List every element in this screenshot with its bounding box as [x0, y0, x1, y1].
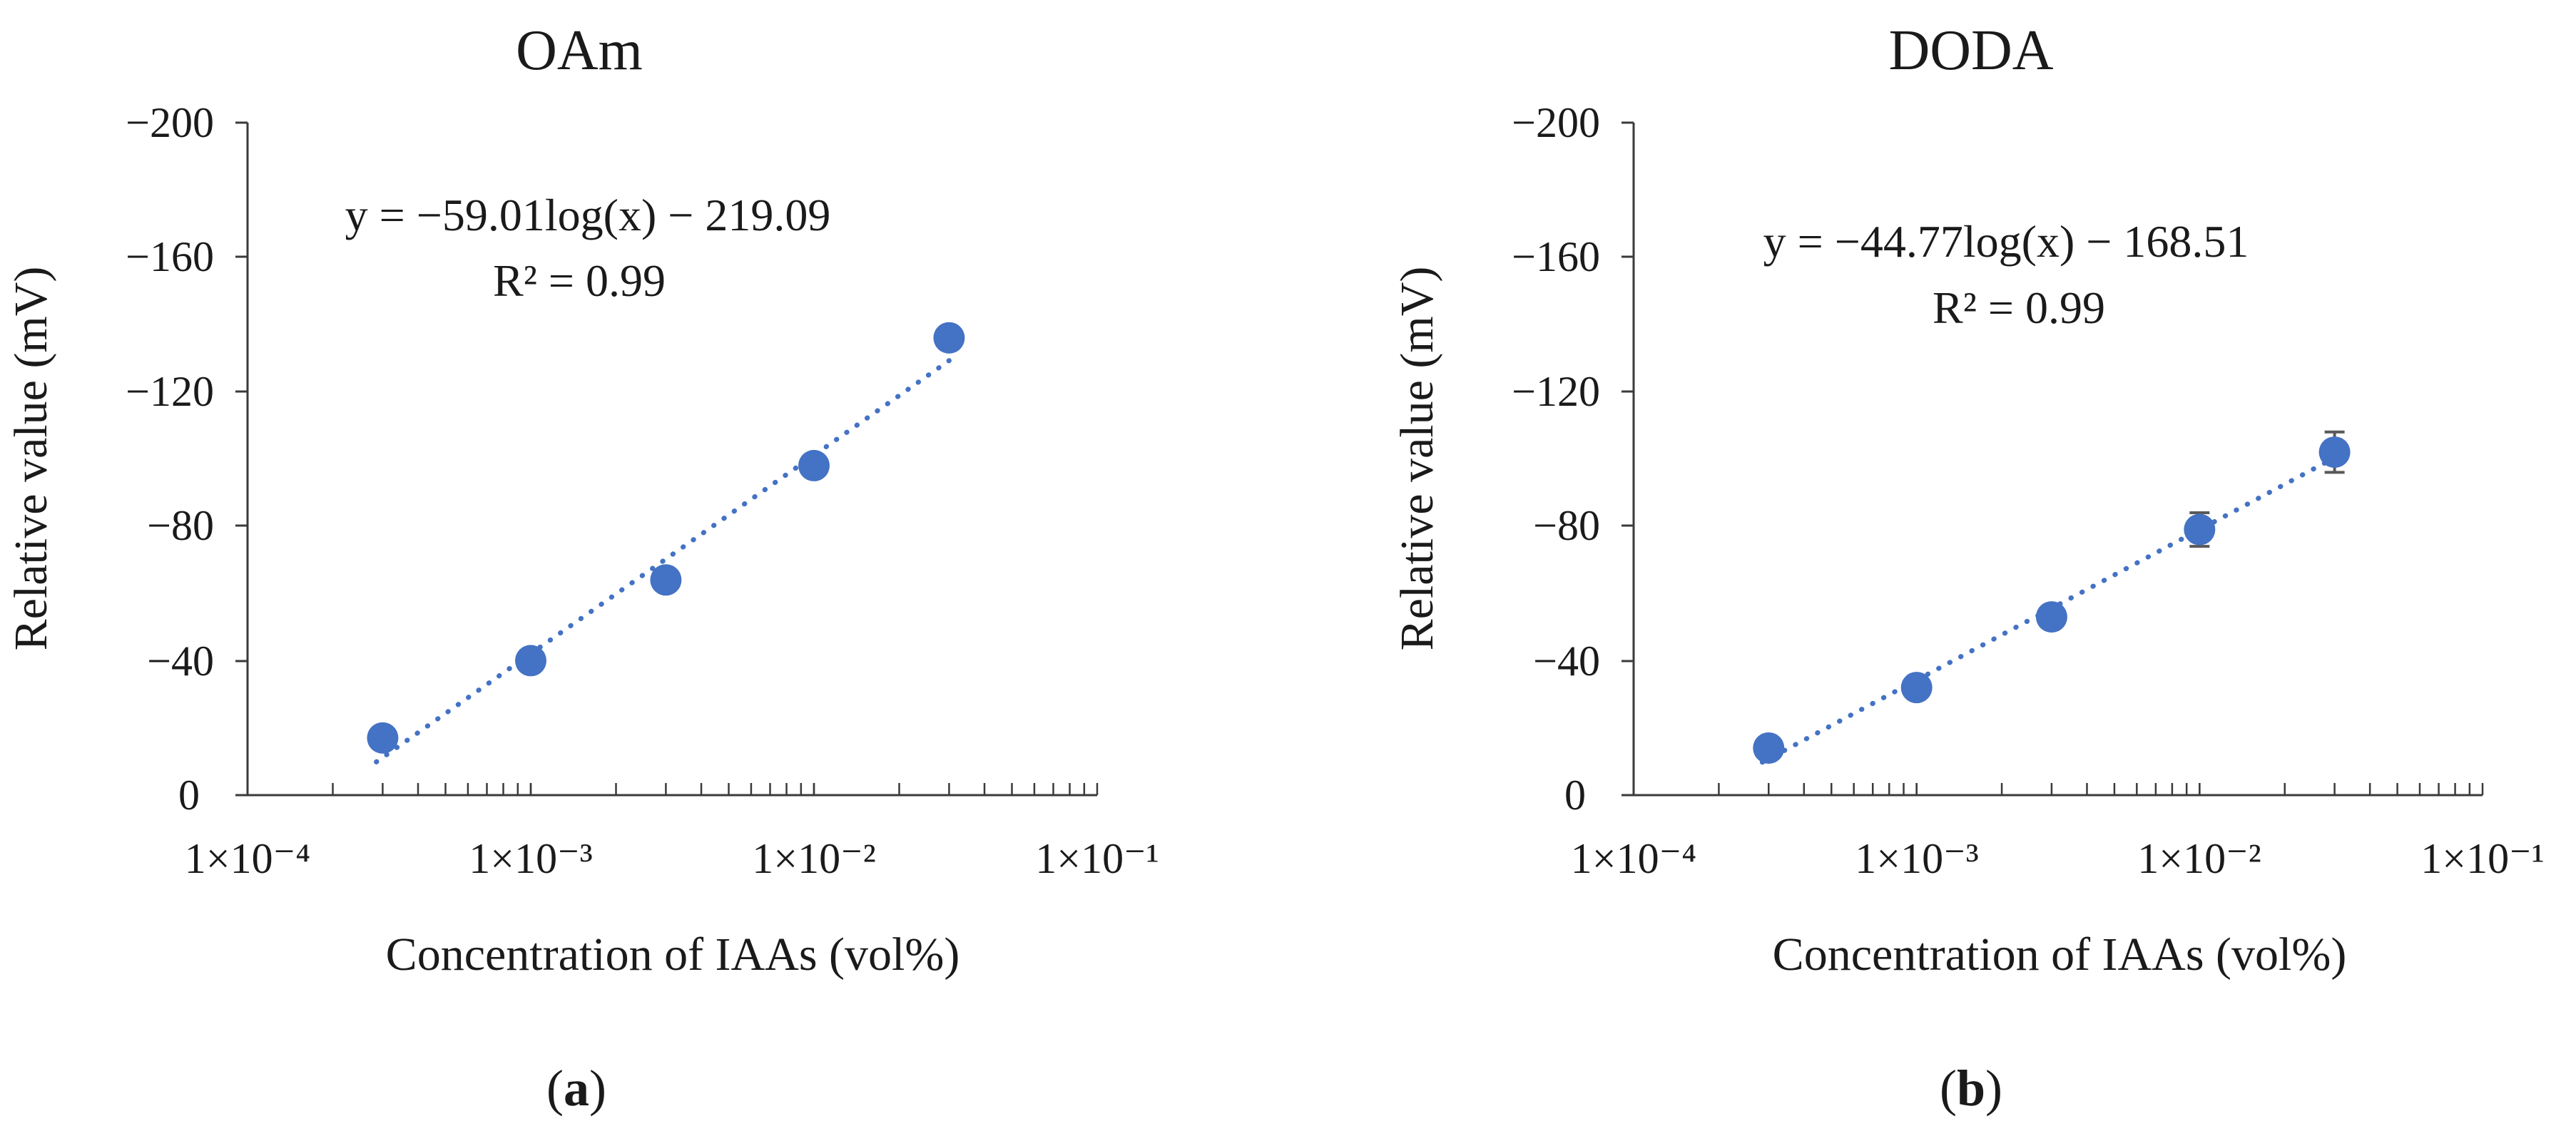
y-tick-label: −160 [126, 233, 214, 280]
equation-b: y = −44.77log(x) − 168.51 [1763, 216, 2249, 267]
x-minor-ticks-a [246, 783, 1099, 795]
panel-label-close: ) [589, 1060, 606, 1117]
chart-panel-a: OAm 0 −40 −80 −120 −160 −200 1×10⁻⁴ 1×10… [5, 19, 1159, 1117]
x-minor-ticks-b [1632, 783, 2484, 795]
y-tick-label: 0 [178, 772, 200, 819]
y-axis-label-a: Relative value (mV) [5, 267, 57, 651]
equation-a: y = −59.01log(x) − 219.09 [345, 190, 831, 240]
y-tick-label: −200 [126, 99, 214, 146]
x-tick-label: 1×10⁻³ [1855, 835, 1979, 882]
x-tick-label: 1×10⁻³ [469, 835, 593, 882]
r-squared-b: R² = 0.99 [1933, 282, 2105, 333]
panel-label-letter: a [564, 1060, 589, 1117]
data-point [1753, 732, 1785, 764]
trendline-a [374, 358, 952, 764]
chart-title-a: OAm [516, 19, 643, 82]
y-ticks-a: 0 −40 −80 −120 −160 −200 [126, 99, 248, 819]
x-tick-label: 1×10⁻¹ [1035, 835, 1159, 882]
x-axis-label-a: Concentration of IAAs (vol%) [386, 928, 960, 981]
x-tick-label: 1×10⁻⁴ [185, 835, 310, 882]
y-tick-label: −120 [1512, 368, 1600, 415]
y-tick-label: −80 [1533, 502, 1600, 549]
x-tick-label: 1×10⁻⁴ [1571, 835, 1696, 882]
panel-label-close: ) [1985, 1060, 2002, 1117]
data-point [798, 449, 830, 481]
y-axis-label-b: Relative value (mV) [1391, 267, 1443, 651]
panel-label-letter: b [1957, 1060, 1985, 1117]
data-point [933, 322, 965, 354]
panel-label-a: (a) [546, 1060, 606, 1117]
panel-label-b: (b) [1940, 1060, 2002, 1117]
y-tick-label: −40 [147, 638, 214, 685]
data-points-b [1753, 436, 2351, 764]
x-tick-labels-b: 1×10⁻⁴ 1×10⁻³ 1×10⁻² 1×10⁻¹ [1571, 835, 2545, 882]
y-tick-label: −40 [1533, 638, 1600, 685]
y-tick-label: −200 [1512, 99, 1600, 146]
panel-label-open: ( [1940, 1060, 1957, 1117]
x-tick-label: 1×10⁻¹ [2420, 835, 2545, 882]
data-point [515, 645, 546, 677]
chart-panel-b: DODA 0 −40 −80 −120 −160 −200 1×10⁻⁴ 1×1… [1391, 19, 2545, 1117]
y-tick-label: 0 [1564, 772, 1586, 819]
data-point [2318, 436, 2351, 469]
y-tick-label: −80 [147, 502, 214, 549]
y-tick-label: −160 [1512, 233, 1600, 280]
x-tick-labels-a: 1×10⁻⁴ 1×10⁻³ 1×10⁻² 1×10⁻¹ [185, 835, 1159, 882]
y-ticks-b: 0 −40 −80 −120 −160 −200 [1512, 99, 1634, 819]
y-tick-label: −120 [126, 368, 214, 415]
x-axis-label-b: Concentration of IAAs (vol%) [1773, 928, 2347, 981]
data-point [367, 722, 399, 754]
r-squared-a: R² = 0.99 [493, 255, 666, 306]
x-tick-label: 1×10⁻² [2137, 835, 2261, 882]
chart-title-b: DODA [1888, 19, 2053, 82]
x-tick-label: 1×10⁻² [752, 835, 876, 882]
data-point [1900, 672, 1933, 704]
data-point [2035, 601, 2067, 633]
data-point [2184, 513, 2216, 546]
panel-label-open: ( [546, 1060, 564, 1117]
data-points-a [367, 322, 965, 754]
data-point [650, 564, 682, 596]
